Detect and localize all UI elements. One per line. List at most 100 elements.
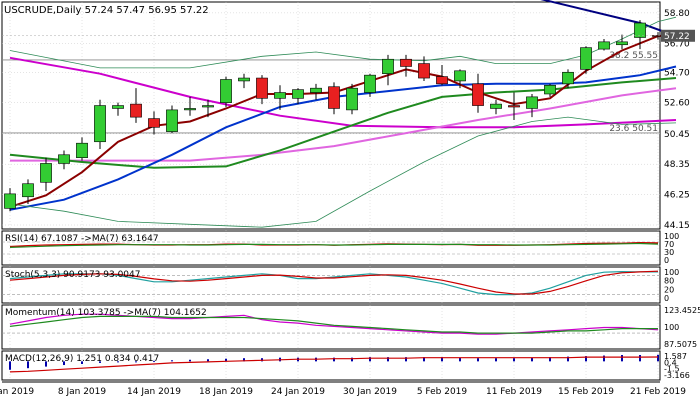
y-tick-label: 44.15 xyxy=(664,221,690,231)
indicator-tick-label: 123.4525 xyxy=(664,306,700,315)
candle-body xyxy=(22,183,34,198)
indicator-line xyxy=(9,270,658,296)
macd-histogram-bar xyxy=(153,360,155,362)
candle-body xyxy=(472,83,484,106)
x-tick-label: 18 Jan 2019 xyxy=(199,387,253,397)
macd-histogram-bar xyxy=(603,355,605,362)
candle-body xyxy=(364,74,376,93)
macd-histogram-bar xyxy=(189,359,191,362)
fib-level-label: 23.6 50.51 xyxy=(609,124,658,134)
indicator-tick-label: 100 xyxy=(664,268,679,277)
macd-histogram-bar xyxy=(567,356,569,362)
indicator-label: MACD(12,26,9) 1.251 0.834 0.417 xyxy=(5,354,159,364)
macd-histogram-bar xyxy=(135,361,137,363)
macd-histogram-bar xyxy=(45,361,47,367)
candle-body xyxy=(562,71,574,85)
macd-histogram-bar xyxy=(63,361,65,366)
candle-body xyxy=(112,105,124,109)
indicator-tick-label: 100 xyxy=(664,323,679,332)
y-tick-label: 52.60 xyxy=(664,99,690,109)
candle-body xyxy=(4,193,16,209)
candle-body xyxy=(256,77,268,99)
macd-histogram-bar xyxy=(369,357,371,362)
candle-body xyxy=(382,58,394,75)
last-price-tag xyxy=(661,29,695,42)
macd-histogram-bar xyxy=(531,357,533,362)
panel-frame-3 xyxy=(1,304,661,350)
macd-histogram-bar xyxy=(639,355,641,362)
candle-body xyxy=(418,63,430,79)
panel-frame-1 xyxy=(1,230,661,266)
macd-histogram-bar xyxy=(585,356,587,362)
candle-body xyxy=(310,87,322,93)
indicator-tick-label: -3.166 xyxy=(664,371,690,380)
overlay-dark-red-ma xyxy=(9,33,677,208)
panel-frame-4 xyxy=(1,350,661,381)
candle-body xyxy=(454,70,466,82)
overlay-bollinger-lower xyxy=(9,116,677,228)
candle-body xyxy=(490,103,502,109)
macd-histogram-bar xyxy=(171,360,173,362)
x-tick-label: 14 Jan 2019 xyxy=(127,387,181,397)
candle-body xyxy=(580,47,592,70)
indicator-tick-label: 20 xyxy=(664,285,674,294)
x-tick-label: 8 Jan 2019 xyxy=(58,387,106,397)
candle-body xyxy=(526,96,538,109)
macd-histogram-bar xyxy=(441,357,443,362)
macd-histogram-bar xyxy=(459,357,461,362)
macd-histogram-bar xyxy=(657,354,659,362)
x-tick-label: 24 Jan 2019 xyxy=(271,387,325,397)
macd-histogram-bar xyxy=(477,358,479,362)
indicator-tick-label: -1.5 xyxy=(664,365,680,374)
indicator-tick-label: 0.4 xyxy=(664,358,677,367)
candle-body xyxy=(544,84,556,95)
candle-body xyxy=(436,76,448,85)
indicator-line xyxy=(9,313,659,335)
overlay-bollinger-upper xyxy=(9,16,677,69)
macd-histogram-bar xyxy=(549,357,551,362)
candle-body xyxy=(508,105,520,108)
indicator-label: Momentum(14) 103.3785 ->MA(7) 104.1652 xyxy=(5,308,207,318)
x-tick-label: 2 Jan 2019 xyxy=(0,387,34,397)
candle-body xyxy=(94,105,106,143)
macd-histogram-bar xyxy=(99,361,101,363)
x-tick-label: 21 Feb 2019 xyxy=(630,387,686,397)
macd-histogram-bar xyxy=(405,357,407,362)
macd-histogram-bar xyxy=(27,361,29,369)
overlay-blue-ma-long xyxy=(540,0,677,38)
candle-body xyxy=(634,22,646,38)
indicator-label: Stoch(5,3,3) 90.9173 93.0047 xyxy=(5,270,140,280)
candle-body xyxy=(166,109,178,132)
macd-histogram-bar xyxy=(423,357,425,362)
candle-body xyxy=(616,41,628,46)
indicator-label: RSI(14) 67.1087 ->MA(7) 63.1647 xyxy=(5,234,159,244)
candle-body xyxy=(58,154,70,164)
candle-body xyxy=(238,77,250,82)
panel-frame-0 xyxy=(1,1,661,230)
candle-body xyxy=(598,41,610,50)
indicator-tick-label: 1.587 xyxy=(664,352,687,361)
indicator-tick-label: 0 xyxy=(664,256,669,265)
candle-body xyxy=(130,103,142,118)
candle-body xyxy=(148,118,160,128)
chart-title: USCRUDE,Daily 57.24 57.47 56.95 57.22 xyxy=(4,5,209,16)
macd-histogram-bar xyxy=(621,355,623,362)
candle-body xyxy=(400,58,412,67)
last-price-label: 57.22 xyxy=(664,32,690,42)
macd-histogram-bar xyxy=(243,358,245,362)
x-tick-label: 15 Feb 2019 xyxy=(558,387,614,397)
indicator-tick-label: 30 xyxy=(664,248,674,257)
y-tick-label: 46.25 xyxy=(664,191,690,201)
overlay-blue-ma xyxy=(9,65,677,211)
panel-frame-2 xyxy=(1,266,661,304)
fib-level-label: 38.2 55.55 xyxy=(609,51,658,61)
overlay-violet-ma xyxy=(10,87,677,162)
macd-histogram-bar xyxy=(9,361,11,370)
candle-body xyxy=(202,105,214,108)
macd-histogram-bar xyxy=(495,358,497,362)
y-tick-label: 50.45 xyxy=(664,130,690,140)
macd-histogram-bar xyxy=(513,358,515,362)
y-tick-label: 48.35 xyxy=(664,160,690,170)
